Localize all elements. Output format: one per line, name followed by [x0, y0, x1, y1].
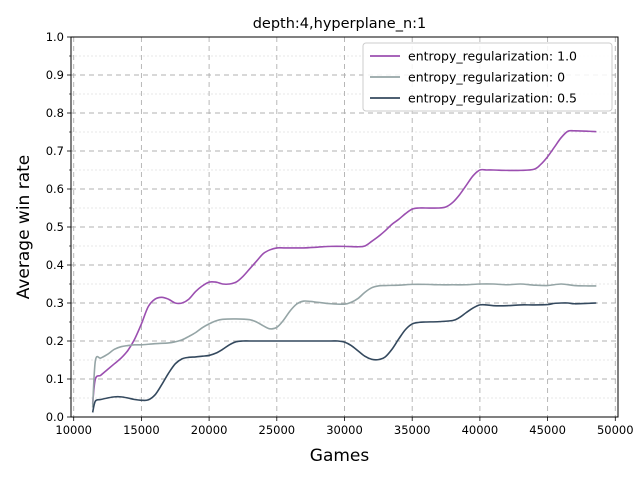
series-line-2	[91, 302, 597, 413]
x-tick-label: 40000	[462, 423, 499, 437]
y-tick-label: 0.2	[46, 334, 64, 348]
x-axis-ticks: 10000 15000 20000 25000 30000 35000 40000 45000…	[55, 417, 634, 437]
x-tick-label: 45000	[529, 423, 566, 437]
legend-label-2: entropy_regularization: 0.5	[408, 91, 577, 106]
y-axis-label: Average win rate	[14, 155, 34, 300]
x-tick-label: 15000	[123, 423, 160, 437]
x-tick-label: 20000	[191, 423, 228, 437]
legend-box	[362, 42, 613, 112]
y-tick-label: 0.5	[46, 220, 64, 234]
x-tick-label: 25000	[259, 423, 296, 437]
y-tick-label: 0.9	[46, 68, 64, 82]
x-tick-label: 35000	[394, 423, 431, 437]
y-tick-label: 0.8	[46, 106, 64, 120]
x-axis-label: Games	[310, 446, 370, 466]
y-axis-ticks: 0.0 0.1 0.2 0.3 0.4 0.5 0.6 0.7 0.8 0.9 1.0	[46, 30, 71, 424]
legend-label-0: entropy_regularization: 1.0	[408, 49, 577, 64]
y-tick-label: 1.0	[46, 30, 64, 44]
chart-title: depth:4,hyperplane_n:1	[253, 16, 427, 32]
legend-label-1: entropy_regularization: 0	[408, 70, 565, 85]
y-tick-label: 0.6	[46, 182, 64, 196]
y-tick-label: 0.7	[46, 144, 64, 158]
series-line-1	[91, 283, 597, 408]
y-tick-label: 0.0	[46, 410, 64, 424]
x-tick-label: 50000	[597, 423, 634, 437]
series-lines	[91, 129, 597, 413]
y-tick-label: 0.3	[46, 296, 64, 310]
x-tick-label: 30000	[326, 423, 363, 437]
y-tick-label: 0.4	[46, 258, 64, 272]
y-tick-label: 0.1	[46, 372, 64, 386]
legend: entropy_regularization: 1.0 entropy_regul…	[362, 42, 613, 112]
x-tick-label: 10000	[55, 423, 92, 437]
series-line-0	[91, 129, 597, 404]
